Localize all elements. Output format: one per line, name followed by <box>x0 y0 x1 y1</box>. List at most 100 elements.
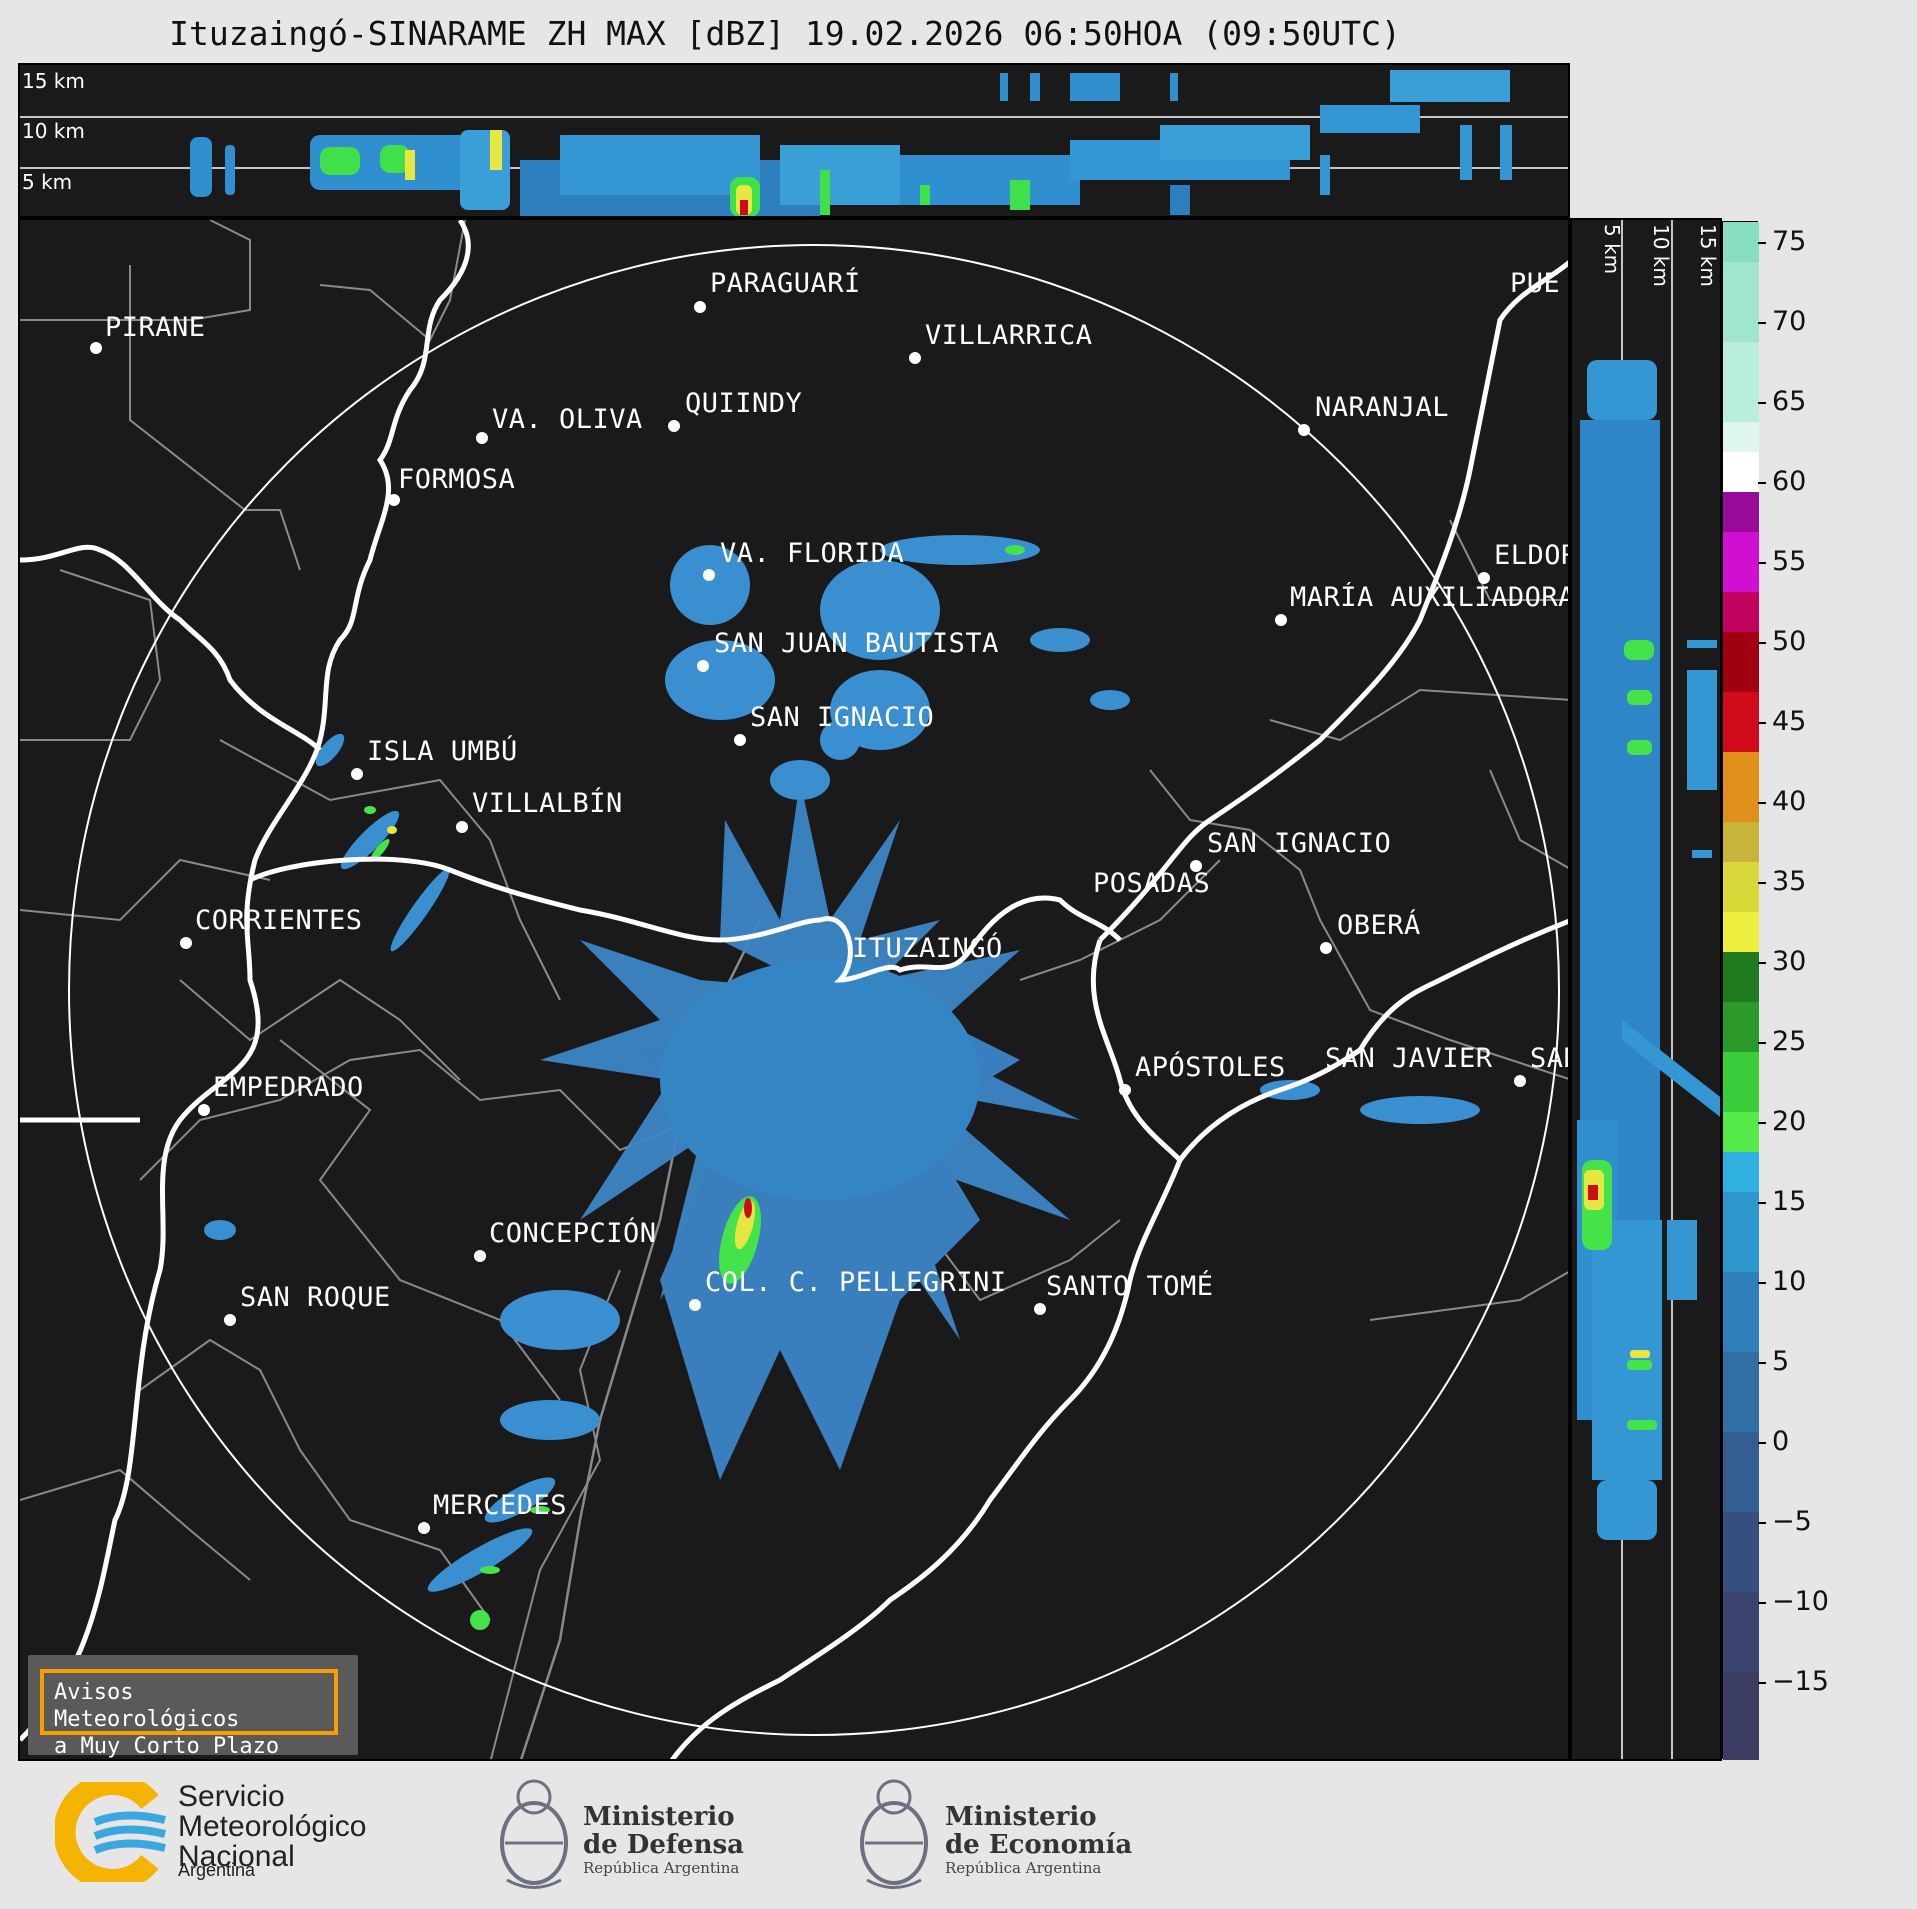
city-marker <box>418 1522 430 1534</box>
city-marker <box>703 569 715 581</box>
colorbar-tick: 55 <box>1758 546 1806 577</box>
height-label-5km: 5 km <box>22 170 73 194</box>
colorbar-tick: 65 <box>1758 386 1806 417</box>
economia-sub: República Argentina <box>945 1859 1102 1877</box>
city-label-san-roque: SAN ROQUE <box>240 1282 391 1313</box>
city-marker <box>388 494 400 506</box>
height-label-15km: 15 km <box>22 69 85 93</box>
city-marker <box>694 301 706 313</box>
radar-map-panel: Avisos Meteorológicos a Muy Corto Plazo … <box>18 218 1570 1761</box>
city-label-santo-tome: SANTO TOMÉ <box>1046 1271 1214 1302</box>
city-label-mercedes: MERCEDES <box>433 1490 568 1521</box>
city-marker <box>689 1299 701 1311</box>
city-label-san: SAN <box>1530 1043 1568 1074</box>
city-label-ituzaingo: ITUZAINGÓ <box>852 933 1003 964</box>
city-marker <box>474 1250 486 1262</box>
smn-line-3: Nacional <box>178 1840 295 1873</box>
warning-line-2: a Muy Corto Plazo <box>54 1734 280 1759</box>
height-label-10km: 10 km <box>22 119 85 143</box>
city-label-corrientes: CORRIENTES <box>195 905 363 936</box>
colorbar-tick: 30 <box>1758 946 1806 977</box>
colorbar-tick: 25 <box>1758 1026 1806 1057</box>
city-label-va-florida: VA. FLORIDA <box>720 538 905 569</box>
city-label-pue: PUE <box>1510 268 1561 299</box>
smn-logo-text: Servicio Meteorológico Nacional <box>178 1782 366 1872</box>
city-marker <box>198 1104 210 1116</box>
city-marker <box>668 420 680 432</box>
economia-logo-text: Ministerio de Economía República Argenti… <box>945 1803 1132 1877</box>
city-label-obera: OBERÁ <box>1337 910 1421 941</box>
colorbar-tick: −10 <box>1758 1586 1829 1617</box>
city-label-col-c-pellegrini: COL. C. PELLEGRINI <box>705 1267 1007 1298</box>
colorbar-tick: 10 <box>1758 1266 1806 1297</box>
city-label-apostoles: APÓSTOLES <box>1135 1052 1286 1083</box>
colorbar-tick: −15 <box>1758 1666 1829 1697</box>
city-label-empedrado: EMPEDRADO <box>213 1072 364 1103</box>
city-label-san-juan-bautista: SAN JUAN BAUTISTA <box>714 628 999 659</box>
defensa-line-1: Ministerio <box>583 1802 735 1832</box>
defensa-logo-text: Ministerio de Defensa República Argentin… <box>583 1803 744 1877</box>
city-label-va-oliva: VA. OLIVA <box>492 404 643 435</box>
city-marker <box>1478 572 1490 584</box>
warning-link[interactable]: Avisos Meteorológicos a Muy Corto Plazo <box>40 1669 338 1759</box>
colorbar-tick: 35 <box>1758 866 1806 897</box>
coat-of-arms-icon <box>860 1779 928 1889</box>
colorbar-tick: −5 <box>1758 1506 1812 1537</box>
smn-country: Argentina <box>178 1860 256 1880</box>
city-label-posadas: POSADAS <box>1093 868 1211 899</box>
city-label-maria-auxiliadora: MARÍA AUXILIADORA <box>1290 582 1570 613</box>
city-marker <box>456 821 468 833</box>
city-marker <box>1190 860 1202 872</box>
colorbar-gradient <box>1723 222 1759 1760</box>
city-marker <box>1514 1075 1526 1087</box>
height-label-5km-right: 5 km <box>1600 224 1624 275</box>
radar-map <box>20 220 1568 1759</box>
city-label-san-ignacio-ar: SAN IGNACIO <box>1207 828 1392 859</box>
colorbar-tick: 40 <box>1758 786 1806 817</box>
colorbar-tick: 50 <box>1758 626 1806 657</box>
warning-box[interactable]: Avisos Meteorológicos a Muy Corto Plazo <box>28 1655 358 1759</box>
smn-line-2: Meteorológico <box>178 1810 367 1843</box>
colorbar-tick: 60 <box>1758 466 1806 497</box>
smn-line-1: Servicio <box>178 1780 285 1813</box>
coat-of-arms-icon <box>500 1779 568 1889</box>
chart-title: Ituzaingó-SINARAME ZH MAX [dBZ] 19.02.20… <box>169 14 1401 53</box>
defensa-sub: República Argentina <box>583 1859 740 1877</box>
colorbar-tick: 75 <box>1758 226 1806 257</box>
city-marker <box>1275 614 1287 626</box>
city-label-san-ignacio-py: SAN IGNACIO <box>750 702 935 733</box>
city-marker <box>734 734 746 746</box>
height-label-10km-right: 10 km <box>1649 224 1673 287</box>
city-marker <box>1320 942 1332 954</box>
colorbar-tick: 20 <box>1758 1106 1806 1137</box>
city-label-formosa: FORMOSA <box>398 464 516 495</box>
colorbar-tick: 5 <box>1758 1346 1789 1377</box>
city-label-concepcion: CONCEPCIÓN <box>489 1218 657 1249</box>
city-marker <box>351 768 363 780</box>
city-label-pirane: PIRANE <box>105 312 206 343</box>
top-vertical-profile-panel: 15 km 10 km 5 km <box>18 63 1570 218</box>
warning-line-1: Avisos Meteorológicos <box>54 1680 240 1732</box>
economia-line-2: de Economía <box>945 1830 1133 1860</box>
city-label-san-javier: SAN JAVIER <box>1325 1043 1493 1074</box>
smn-logo-icon <box>55 1782 166 1882</box>
dbz-colorbar <box>1722 221 1759 1760</box>
right-vertical-profile-panel: 5 km 10 km 15 km <box>1570 218 1722 1761</box>
right-profile-echoes <box>1577 220 1720 1759</box>
colorbar-tick: 15 <box>1758 1186 1806 1217</box>
city-label-naranjal: NARANJAL <box>1315 392 1450 423</box>
city-marker <box>90 342 102 354</box>
radar-echoes <box>204 535 1480 1630</box>
city-marker <box>1298 424 1310 436</box>
city-label-villarrica: VILLARRICA <box>925 320 1093 351</box>
defensa-line-2: de Defensa <box>583 1830 744 1860</box>
city-label-paraguari: PARAGUARÍ <box>710 268 861 299</box>
city-marker <box>224 1314 236 1326</box>
city-marker <box>1034 1303 1046 1315</box>
colorbar-tick: 70 <box>1758 306 1806 337</box>
city-label-villalbin: VILLALBÍN <box>472 788 623 819</box>
height-label-15km-right: 15 km <box>1696 224 1720 287</box>
city-marker <box>697 660 709 672</box>
city-marker <box>1119 1084 1131 1096</box>
top-profile-echoes <box>20 70 1568 216</box>
